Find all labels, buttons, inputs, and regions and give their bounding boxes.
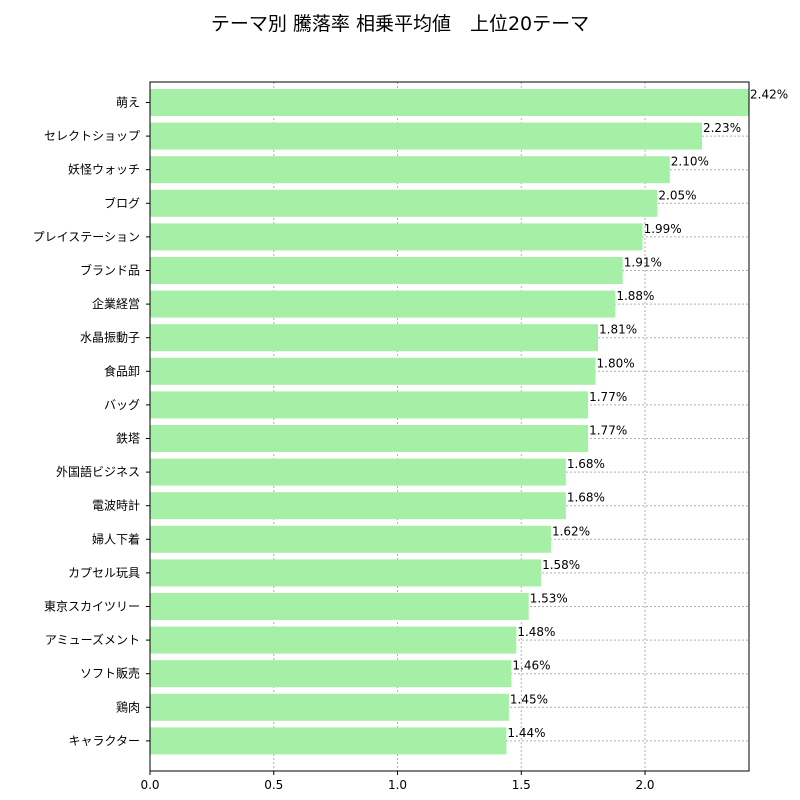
bar <box>150 189 658 217</box>
bar <box>150 593 529 620</box>
value-label: 1.45% <box>510 692 548 706</box>
category-label: バッグ <box>104 398 140 412</box>
plot-frame <box>149 81 750 772</box>
bar <box>150 324 599 352</box>
category-label: カプセル玩具 <box>68 566 140 580</box>
value-label: 1.53% <box>530 592 568 606</box>
category-label: ソフト販売 <box>80 666 140 681</box>
category-label: 水晶振動子 <box>80 331 140 345</box>
bar <box>150 357 596 385</box>
value-label: 1.77% <box>589 390 627 404</box>
category-label: 企業経営 <box>92 296 140 311</box>
bars <box>150 89 749 755</box>
value-label: 2.05% <box>658 188 696 202</box>
category-label: 婦人下着 <box>92 531 140 546</box>
value-label: 1.99% <box>644 222 682 236</box>
x-tick-label: 1.5 <box>512 778 531 792</box>
chart-title: テーマ別 騰落率 相乗平均値 上位20テーマ <box>211 13 589 35</box>
value-label: 2.42% <box>750 88 788 102</box>
bar <box>150 257 623 284</box>
value-label: 1.44% <box>507 726 545 740</box>
category-label: 食品卸 <box>104 363 140 378</box>
value-label: 2.23% <box>703 121 741 135</box>
category-label: 萌え <box>116 96 140 110</box>
value-label: 1.77% <box>589 424 627 438</box>
value-labels: 2.42% 2.23% 2.10% 2.05% 1.99% 1.91% 1.88% 1.81%… <box>507 88 788 740</box>
bar <box>150 458 566 486</box>
x-tick-label: 0.5 <box>264 778 283 792</box>
bar <box>150 156 670 184</box>
value-label: 1.68% <box>567 491 605 505</box>
value-label: 2.10% <box>671 155 709 169</box>
category-label: プレイステーション <box>33 230 140 244</box>
x-tick-label: 0.0 <box>140 778 159 792</box>
bar <box>150 89 749 116</box>
value-label: 1.80% <box>597 356 635 370</box>
value-label: 1.88% <box>616 289 654 303</box>
category-label: 鶏肉 <box>116 700 140 714</box>
bar <box>150 223 643 251</box>
category-labels: 萌えセレクトショップ妖怪ウォッチブログプレイステーションブランド品企業経営水晶振… <box>33 96 150 748</box>
value-label: 1.81% <box>599 323 637 337</box>
bar <box>150 290 616 318</box>
bar <box>150 727 507 755</box>
bar <box>150 626 517 654</box>
value-label: 1.68% <box>567 457 605 471</box>
bar <box>150 559 542 587</box>
category-label: 妖怪ウォッチ <box>68 163 140 177</box>
category-label: セレクトショップ <box>44 129 140 143</box>
x-tick-label: 2.0 <box>635 778 654 792</box>
value-label: 1.58% <box>542 558 580 572</box>
value-label: 1.91% <box>624 256 662 270</box>
category-label: 電波時計 <box>92 498 140 513</box>
x-axis-ticks: 0.0 0.5 1.0 1.5 2.0 <box>140 771 655 792</box>
bar <box>150 525 551 553</box>
x-tick-label: 1.0 <box>388 778 407 792</box>
bar <box>150 693 509 721</box>
value-label: 1.48% <box>517 625 555 639</box>
category-label: ブランド品 <box>80 263 140 278</box>
bar <box>150 425 589 452</box>
category-label: 東京スカイツリー <box>44 600 140 614</box>
category-label: キャラクター <box>68 734 140 748</box>
bar <box>150 492 566 520</box>
bar <box>150 391 589 419</box>
bar <box>150 660 512 688</box>
category-label: 鉄塔 <box>116 431 140 446</box>
category-label: 外国語ビジネス <box>56 464 140 479</box>
value-label: 1.62% <box>552 524 590 538</box>
value-label: 1.46% <box>512 659 550 673</box>
bar <box>150 122 702 150</box>
category-label: ブログ <box>104 195 140 210</box>
category-label: アミューズメント <box>45 632 140 647</box>
